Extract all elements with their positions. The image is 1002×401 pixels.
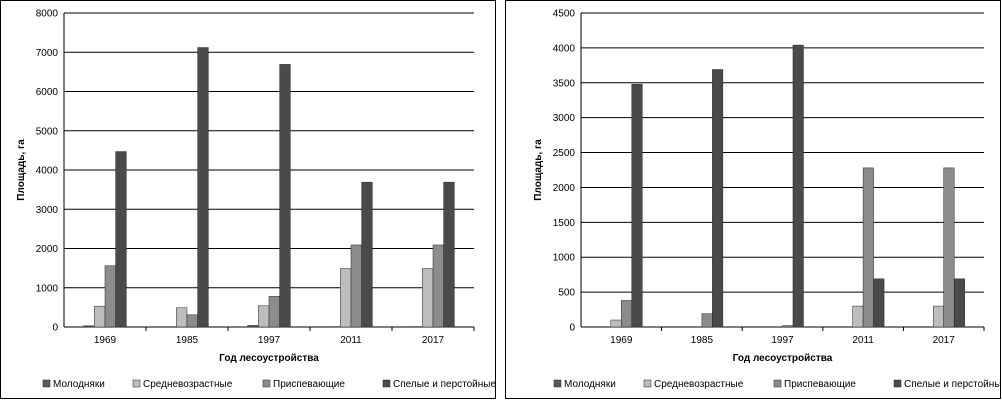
- chart0-bar: [361, 181, 373, 328]
- chart1-x-axis-title: Год лесоустройства: [733, 353, 833, 364]
- chart1-bar: [610, 319, 622, 328]
- chart0-bar: [115, 151, 127, 328]
- chart1-bar: [873, 278, 885, 328]
- chart1-bar: [932, 305, 944, 328]
- chart0-bar: [104, 265, 116, 328]
- chart1-y-tick-label: 3500: [553, 78, 576, 89]
- chart1-bar: [712, 69, 724, 328]
- chart1-bar: [782, 325, 794, 328]
- chart1-bar: [943, 167, 955, 328]
- chart1-y-tick-label: 1500: [553, 218, 576, 229]
- chart0-bar: [279, 64, 291, 328]
- chart0-y-tick-label: 1000: [36, 283, 59, 294]
- chart1-y-tick-label: 2500: [553, 148, 576, 159]
- chart0-bar: [258, 305, 270, 328]
- chart1-x-tick-label: 2011: [852, 335, 874, 346]
- chart0-y-tick-label: 8000: [36, 9, 59, 20]
- chart0-y-axis-title: Площадь, га: [16, 139, 27, 201]
- chart0-y-tick-label: 4000: [36, 166, 59, 177]
- chart0-bar: [422, 268, 434, 328]
- chart1-legend-label: Молодняки: [564, 379, 616, 390]
- chart0-x-tick-label: 1985: [176, 335, 199, 346]
- chart0-y-tick-label: 2000: [36, 244, 59, 255]
- chart-panel-left: 0 1000 2000 3000 4000 5000 6000 7000 8000 1969 198…: [0, 0, 496, 399]
- chart1-y-tick-label: 2000: [553, 183, 576, 194]
- chart0-legend-swatch: [382, 379, 391, 388]
- chart1-legend-label: Спелые и перстойные: [904, 379, 1000, 390]
- chart0-bar: [176, 307, 188, 328]
- chart0-y-tick-label: 6000: [36, 87, 59, 98]
- chart0-bar: [197, 47, 209, 328]
- chart1-y-tick-label: 4000: [553, 43, 576, 54]
- chart1-bar: [621, 300, 633, 328]
- chart1-bar: [631, 83, 643, 328]
- chart1-legend-swatch: [553, 379, 562, 388]
- chart0-x-tick-label: 1969: [94, 335, 117, 346]
- bar-chart-right: 0 500 1000 1500 2000 2500 3000 3500 4000 4500 1969…: [533, 9, 1000, 391]
- chart0-legend-label: Молодняки: [53, 379, 105, 390]
- chart0-bar: [340, 268, 352, 328]
- chart1-bar: [792, 44, 804, 328]
- chart1-y-tick-label: 500: [558, 288, 575, 299]
- chart0-legend-swatch: [262, 379, 271, 388]
- chart1-x-tick-label: 1985: [691, 335, 714, 346]
- chart0-bar: [350, 244, 362, 328]
- chart1-y-axis-title: Площадь, га: [533, 139, 544, 201]
- chart0-y-tick-label: 7000: [36, 48, 59, 59]
- chart0-bar: [268, 296, 280, 328]
- chart0-bar: [247, 325, 259, 328]
- chart1-x-tick-label: 1997: [771, 335, 794, 346]
- chart0-legend-swatch: [132, 379, 141, 388]
- chart0-y-tick-label: 3000: [36, 205, 59, 216]
- chart0-bar: [443, 181, 455, 328]
- chart0-bar: [186, 314, 198, 328]
- chart1-legend-swatch: [643, 379, 652, 388]
- chart1-y-tick-label: 3000: [553, 113, 576, 124]
- chart-panel-right: 0 500 1000 1500 2000 2500 3000 3500 4000 4500 1969…: [505, 0, 1001, 399]
- chart0-x-axis-title: Год лесоустройства: [219, 353, 319, 364]
- chart0-y-tick-label: 5000: [36, 126, 59, 137]
- chart0-bar: [94, 305, 106, 328]
- chart1-x-tick-label: 1969: [610, 335, 633, 346]
- chart1-x-tick-label: 2017: [933, 335, 956, 346]
- chart1-legend-label: Средневозрастные: [654, 379, 744, 390]
- chart0-x-tick-label: 2017: [422, 335, 445, 346]
- chart1-legend-swatch: [893, 379, 902, 388]
- chart1-y-tick-label: 1000: [553, 253, 576, 264]
- chart1-bar: [852, 305, 864, 328]
- chart0-x-tick-label: 1997: [258, 335, 281, 346]
- chart0-y-tick-label: 0: [52, 323, 58, 334]
- chart1-y-tick-label: 4500: [553, 9, 576, 20]
- chart1-legend-swatch: [773, 379, 782, 388]
- chart0-legend-label: Приспевающие: [273, 379, 345, 390]
- chart0-legend-label: Средневозрастные: [143, 379, 233, 390]
- bar-chart-left: 0 1000 2000 3000 4000 5000 6000 7000 8000 1969 198…: [16, 9, 495, 391]
- chart0-bar: [83, 325, 95, 328]
- chart0-legend-swatch: [42, 379, 51, 388]
- chart1-y-tick-label: 0: [569, 323, 575, 334]
- chart0-bar: [432, 244, 444, 328]
- chart1-bar: [701, 313, 713, 328]
- chart1-bar: [862, 167, 874, 328]
- chart0-x-tick-label: 2011: [340, 335, 362, 346]
- chart0-legend-label: Спелые и перстойные: [393, 379, 495, 390]
- chart1-legend-label: Приспевающие: [784, 379, 856, 390]
- chart1-bar: [953, 278, 965, 328]
